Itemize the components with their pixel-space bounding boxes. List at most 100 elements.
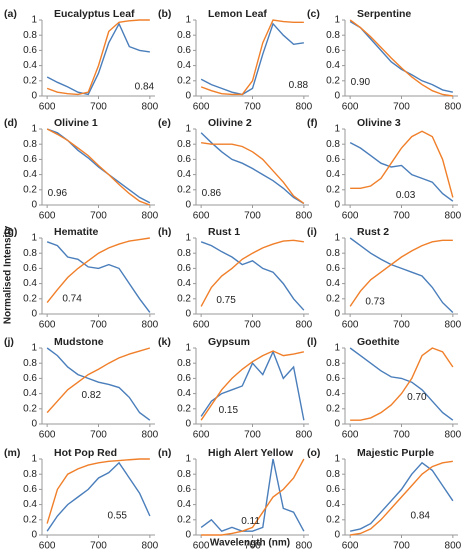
panel-label: (c) bbox=[307, 8, 320, 20]
x-tick-label: 700 bbox=[244, 430, 261, 441]
y-tick-label: 0 bbox=[334, 91, 340, 102]
y-tick-label: 0.8 bbox=[177, 469, 191, 480]
series-line bbox=[46, 458, 150, 524]
y-tick-label: 1 bbox=[185, 454, 191, 465]
x-tick-label: 600 bbox=[342, 211, 359, 222]
panel-title: Lemon Leaf bbox=[208, 8, 267, 20]
panel-label: (g) bbox=[4, 226, 17, 238]
y-tick-label: 0.2 bbox=[23, 403, 37, 414]
annotation: 0.11 bbox=[241, 516, 260, 527]
annotation: 0.90 bbox=[351, 77, 371, 88]
x-tick-label: 600 bbox=[193, 211, 210, 222]
y-tick-label: 0.2 bbox=[326, 293, 340, 304]
x-tick-label: 700 bbox=[90, 541, 107, 550]
x-tick-label: 600 bbox=[39, 102, 56, 113]
y-tick-label: 0.6 bbox=[326, 45, 340, 56]
x-tick-label: 700 bbox=[393, 102, 410, 113]
y-tick-label: 0.4 bbox=[326, 60, 340, 71]
y-tick-label: 0.8 bbox=[177, 30, 191, 41]
x-tick-label: 800 bbox=[296, 541, 313, 550]
y-tick-label: 0.6 bbox=[23, 154, 37, 165]
x-tick-label: 600 bbox=[193, 320, 210, 331]
panel-label: (a) bbox=[4, 8, 17, 20]
series-line bbox=[46, 241, 151, 313]
y-tick-label: 0.2 bbox=[23, 75, 37, 86]
y-tick-label: 0 bbox=[185, 200, 191, 211]
y-tick-label: 1 bbox=[31, 233, 37, 244]
x-tick-label: 800 bbox=[142, 430, 159, 441]
annotation: 0.88 bbox=[289, 80, 309, 91]
y-tick-label: 0 bbox=[31, 419, 37, 430]
y-tick-label: 1 bbox=[31, 454, 37, 465]
y-tick-label: 1 bbox=[31, 124, 37, 135]
y-tick-label: 1 bbox=[334, 15, 340, 26]
panel-title: Hematite bbox=[54, 226, 99, 238]
x-tick-label: 700 bbox=[393, 320, 410, 331]
series-line bbox=[46, 461, 151, 532]
x-tick-label: 700 bbox=[90, 320, 107, 331]
annotation: 0.82 bbox=[82, 390, 102, 401]
y-tick-label: 0.6 bbox=[23, 373, 37, 384]
y-tick-label: 1 bbox=[334, 454, 340, 465]
series-line bbox=[200, 239, 304, 307]
y-tick-label: 0 bbox=[334, 530, 340, 541]
series-line bbox=[200, 132, 305, 205]
x-tick-label: 800 bbox=[142, 102, 159, 113]
x-tick-label: 700 bbox=[90, 430, 107, 441]
y-tick-label: 1 bbox=[185, 233, 191, 244]
y-tick-label: 0.6 bbox=[326, 484, 340, 495]
y-tick-label: 0 bbox=[31, 200, 37, 211]
panel-label: (j) bbox=[4, 336, 14, 348]
panel-title: Olivine 3 bbox=[357, 117, 401, 129]
y-tick-label: 1 bbox=[334, 233, 340, 244]
y-tick-label: 0.4 bbox=[326, 169, 340, 180]
x-tick-label: 600 bbox=[39, 430, 56, 441]
y-tick-label: 1 bbox=[31, 343, 37, 354]
annotation: 0.03 bbox=[396, 190, 416, 201]
panel-title: Rust 1 bbox=[208, 226, 240, 238]
y-tick-label: 0.2 bbox=[177, 514, 191, 525]
series-line bbox=[349, 239, 453, 307]
series-line bbox=[200, 458, 305, 533]
panel-label: (e) bbox=[158, 117, 171, 129]
panel-title: Rust 2 bbox=[357, 226, 389, 238]
y-tick-label: 0.8 bbox=[177, 248, 191, 259]
y-tick-label: 0 bbox=[334, 200, 340, 211]
y-tick-label: 0.8 bbox=[326, 248, 340, 259]
x-tick-label: 800 bbox=[445, 430, 461, 441]
y-tick-label: 1 bbox=[185, 15, 191, 26]
x-tick-label: 800 bbox=[296, 430, 313, 441]
panel-title: Gypsum bbox=[208, 336, 250, 348]
y-tick-label: 1 bbox=[31, 15, 37, 26]
panel-title: Majestic Purple bbox=[357, 447, 434, 459]
y-tick-label: 0.4 bbox=[177, 278, 191, 289]
y-tick-label: 0.8 bbox=[23, 139, 37, 150]
series-line bbox=[200, 349, 305, 421]
series-line bbox=[350, 460, 453, 536]
y-tick-label: 0.2 bbox=[177, 403, 191, 414]
y-tick-label: 0.8 bbox=[177, 139, 191, 150]
y-tick-label: 1 bbox=[334, 343, 340, 354]
y-tick-label: 0.4 bbox=[326, 388, 340, 399]
y-tick-label: 0.8 bbox=[23, 30, 37, 41]
y-tick-label: 0.8 bbox=[326, 30, 340, 41]
y-tick-label: 0.6 bbox=[23, 45, 37, 56]
panel-title: Olivine 2 bbox=[208, 117, 252, 129]
x-tick-label: 800 bbox=[142, 541, 159, 550]
x-tick-label: 700 bbox=[244, 211, 261, 222]
panel-title: High Alert Yellow bbox=[208, 447, 294, 459]
annotation: 0.73 bbox=[365, 296, 385, 307]
x-tick-label: 700 bbox=[244, 541, 261, 550]
y-tick-label: 0.4 bbox=[177, 499, 191, 510]
annotation: 0.86 bbox=[202, 188, 222, 199]
x-tick-label: 600 bbox=[342, 430, 359, 441]
panel-label: (d) bbox=[4, 117, 17, 129]
x-axis-label: Wavelength (nm) bbox=[210, 538, 290, 549]
x-tick-label: 700 bbox=[393, 430, 410, 441]
annotation: 0.96 bbox=[48, 188, 68, 199]
series-line bbox=[349, 237, 454, 313]
x-tick-label: 800 bbox=[142, 211, 159, 222]
series-line bbox=[349, 142, 454, 202]
y-tick-label: 0 bbox=[334, 419, 340, 430]
x-tick-label: 700 bbox=[90, 211, 107, 222]
